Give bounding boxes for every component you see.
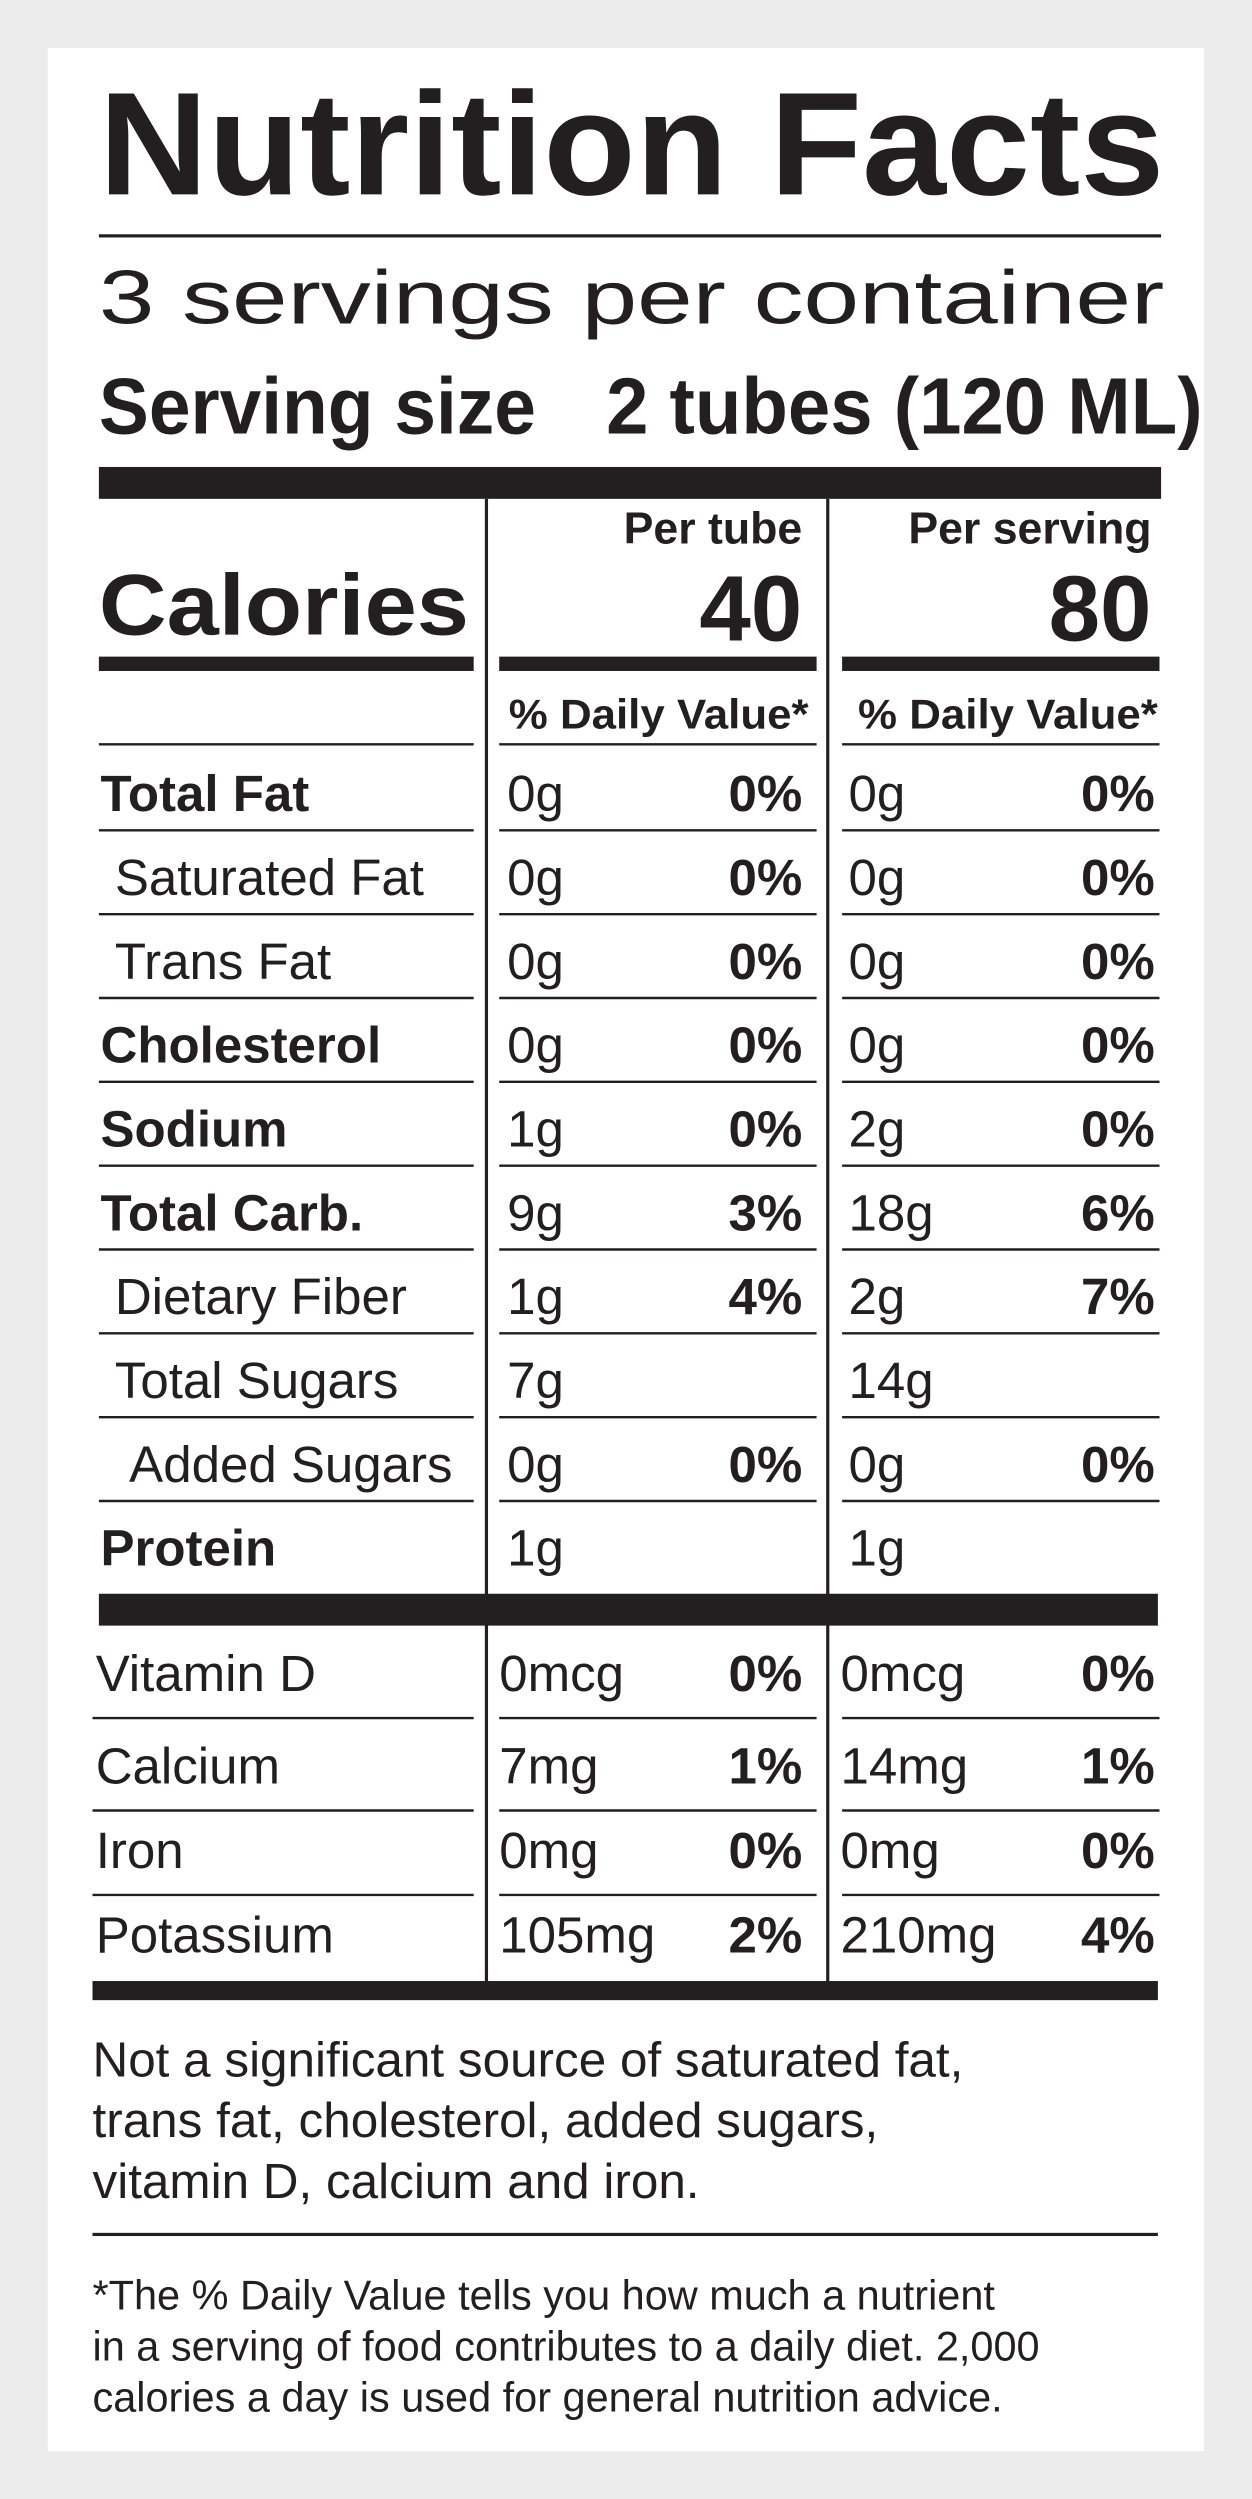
footnote-line: calories a day is used for general nutri… — [93, 2373, 1003, 2420]
percent-dv: 0% — [1081, 1822, 1155, 1879]
title: Nutrition Facts — [99, 62, 1164, 226]
calories-value: 80 — [1049, 557, 1152, 661]
amount: 18g — [848, 1184, 933, 1241]
percent-dv: 0% — [1081, 933, 1155, 990]
vitamin-name: Vitamin D — [96, 1645, 316, 1702]
nutrient-name: Sodium — [100, 1101, 287, 1158]
serving-size-label: Serving size — [99, 362, 536, 451]
amount: 0g — [848, 933, 905, 990]
percent-dv: 4% — [1081, 1906, 1155, 1963]
nutrient-name: Total Fat — [100, 765, 309, 822]
daily-value-header: % Daily Value* — [509, 690, 810, 737]
amount: 1g — [848, 1520, 905, 1577]
amount: 2g — [848, 1268, 905, 1325]
amount: 0g — [507, 765, 564, 822]
amount: 0mg — [841, 1822, 940, 1879]
percent-dv: 0% — [728, 1101, 802, 1158]
not-significant-line: trans fat, cholesterol, added sugars, — [93, 2093, 879, 2148]
daily-value-header: % Daily Value* — [858, 690, 1159, 737]
percent-dv: 0% — [1081, 1436, 1155, 1493]
nutrient-name: Total Sugars — [115, 1352, 399, 1409]
medium-bar — [499, 656, 817, 671]
medium-bar — [92, 1981, 1158, 2001]
percent-dv: 7% — [1081, 1268, 1155, 1325]
percent-dv: 0% — [1081, 849, 1155, 906]
amount: 1g — [507, 1520, 564, 1577]
amount: 9g — [507, 1184, 564, 1241]
amount: 0g — [507, 1017, 564, 1074]
percent-dv: 0% — [728, 765, 802, 822]
percent-dv: 0% — [728, 1822, 802, 1879]
servings: 3 servings per container — [99, 256, 1164, 341]
amount: 0g — [848, 1436, 905, 1493]
percent-dv: 0% — [1081, 765, 1155, 822]
percent-dv: 0% — [728, 1017, 802, 1074]
percent-dv: 1% — [728, 1737, 802, 1794]
percent-dv: 0% — [1081, 1017, 1155, 1074]
percent-dv: 1% — [1081, 1737, 1155, 1794]
column-header: Per serving — [908, 504, 1151, 553]
percent-dv: 6% — [1081, 1184, 1155, 1241]
footnote-line: in a serving of food contributes to a da… — [93, 2322, 1040, 2369]
vitamin-name: Potassium — [96, 1906, 334, 1963]
amount: 0g — [507, 1436, 564, 1493]
not-significant-line: vitamin D, calcium and iron. — [93, 2154, 700, 2209]
column-header: Per tube — [624, 504, 803, 553]
percent-dv: 4% — [728, 1268, 802, 1325]
nutrient-name: Total Carb. — [100, 1184, 363, 1241]
amount: 14mg — [841, 1737, 969, 1794]
percent-dv: 0% — [1081, 1645, 1155, 1702]
footnote-line: *The % Daily Value tells you how much a … — [93, 2271, 996, 2318]
amount: 210mg — [841, 1906, 997, 1963]
amount: 14g — [848, 1352, 933, 1409]
thick-bar — [98, 466, 1162, 499]
serving-size-value: 2 tubes (120 ML) — [606, 362, 1202, 451]
percent-dv: 0% — [728, 1436, 802, 1493]
calories-label: Calories — [99, 557, 469, 653]
percent-dv: 0% — [1081, 1101, 1155, 1158]
amount: 105mg — [499, 1906, 655, 1963]
amount: 0g — [848, 849, 905, 906]
amount: 2g — [848, 1101, 905, 1158]
medium-bar — [842, 656, 1160, 671]
nutrient-name: Trans Fat — [115, 933, 331, 990]
not-significant-line: Not a significant source of saturated fa… — [93, 2033, 964, 2088]
calories-value: 40 — [699, 557, 802, 661]
amount: 0g — [507, 933, 564, 990]
amount: 0g — [848, 1017, 905, 1074]
percent-dv: 0% — [728, 849, 802, 906]
amount: 7g — [507, 1352, 564, 1409]
amount: 0mg — [499, 1822, 598, 1879]
medium-bar — [98, 656, 474, 671]
nutrient-name: Cholesterol — [100, 1017, 381, 1074]
amount: 0g — [848, 765, 905, 822]
amount: 0mcg — [499, 1645, 624, 1702]
rule — [92, 2232, 1158, 2237]
percent-dv: 0% — [728, 933, 802, 990]
rule — [98, 234, 1162, 238]
amount: 0mcg — [841, 1645, 966, 1702]
nutrient-name: Saturated Fat — [115, 849, 424, 906]
percent-dv: 3% — [728, 1184, 802, 1241]
nutrient-name: Dietary Fiber — [115, 1268, 407, 1325]
amount: 1g — [507, 1268, 564, 1325]
thick-bar — [98, 1593, 1158, 1626]
amount: 7mg — [499, 1737, 598, 1794]
amount: 0g — [507, 849, 564, 906]
percent-dv: 2% — [728, 1906, 802, 1963]
nutrient-name: Added Sugars — [129, 1436, 452, 1493]
vitamin-name: Calcium — [96, 1737, 280, 1794]
nutrient-name: Protein — [100, 1520, 276, 1577]
vitamin-name: Iron — [96, 1822, 184, 1879]
percent-dv: 0% — [728, 1645, 802, 1702]
amount: 1g — [507, 1101, 564, 1158]
